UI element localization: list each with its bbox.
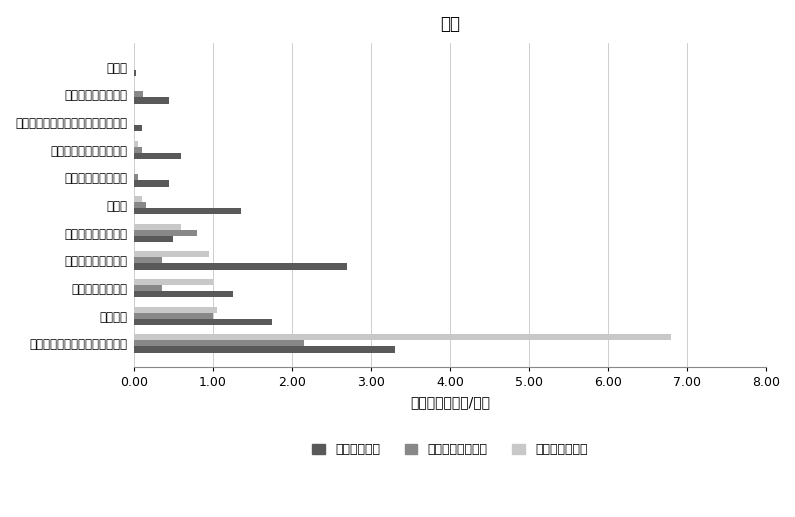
Bar — [134, 285, 161, 291]
Bar — [134, 196, 142, 202]
Bar — [134, 251, 209, 257]
Bar — [134, 153, 181, 159]
Bar — [134, 202, 145, 208]
Bar — [134, 208, 241, 214]
Bar — [134, 291, 233, 297]
Bar — [134, 313, 213, 319]
Bar — [134, 180, 169, 187]
Legend: 不与配偶共处, 与配偶及他人共处, 与配偶单独共处: 不与配偶共处, 与配偶及他人共处, 与配偶单独共处 — [308, 438, 592, 461]
Bar — [134, 279, 213, 285]
Bar — [134, 147, 142, 153]
Bar — [134, 70, 135, 76]
Bar — [134, 334, 671, 340]
Bar — [134, 230, 197, 236]
Bar — [134, 224, 181, 230]
Title: 农村: 农村 — [440, 15, 460, 33]
Bar — [134, 257, 161, 264]
X-axis label: 平均时长（小时/天）: 平均时长（小时/天） — [410, 395, 490, 409]
Bar — [134, 236, 173, 242]
Bar — [134, 141, 138, 147]
Bar — [134, 174, 138, 180]
Bar — [134, 307, 217, 313]
Bar — [134, 340, 304, 346]
Bar — [134, 346, 394, 353]
Bar — [134, 319, 272, 325]
Bar — [134, 264, 347, 269]
Bar — [134, 92, 143, 98]
Bar — [134, 98, 169, 103]
Bar — [134, 125, 142, 131]
